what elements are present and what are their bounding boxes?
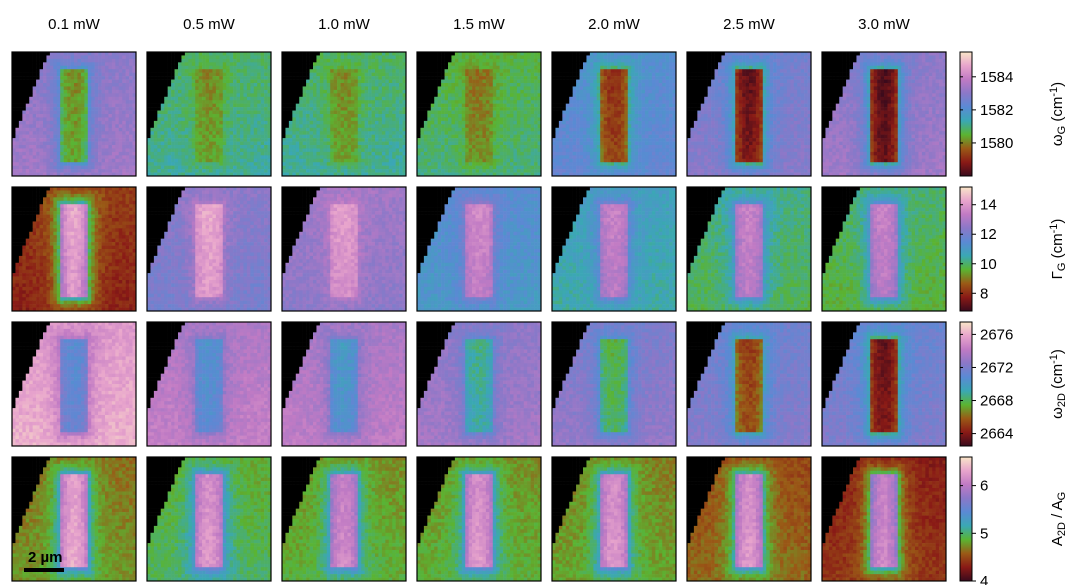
map-panel [822, 322, 946, 446]
map-panel [687, 322, 811, 446]
map-panel [417, 52, 541, 176]
colorbar-tick-label: 6 [980, 478, 988, 495]
map-panel [12, 52, 136, 176]
colorbar-tick-label: 4 [980, 573, 988, 585]
map-panel [822, 52, 946, 176]
column-title: 2.0 mW [588, 16, 641, 33]
map-panel [552, 187, 676, 311]
map-panel [687, 457, 811, 581]
map-panel [147, 52, 271, 176]
colorbar-tick-label: 1582 [980, 102, 1013, 119]
column-title: 2.5 mW [723, 16, 776, 33]
colorbar: 14 12 10 8 [960, 187, 997, 311]
map-panel [282, 322, 406, 446]
colorbar-tick-label: 5 [980, 525, 988, 542]
colorbar-gradient [960, 457, 972, 581]
map-panel [687, 187, 811, 311]
map-panel [552, 457, 676, 581]
colorbar-tick-label: 1580 [980, 135, 1013, 152]
map-panel [282, 52, 406, 176]
column-title: 0.1 mW [48, 16, 101, 33]
colorbar-gradient [960, 322, 972, 446]
scale-bar: 2 µm [24, 549, 64, 572]
scale-bar-line [24, 568, 64, 572]
colorbar: 1584 1582 1580 [960, 52, 1013, 176]
column-title: 3.0 mW [858, 16, 911, 33]
colorbar-tick-label: 1584 [980, 69, 1013, 86]
colorbar-tick-label: 8 [980, 285, 988, 302]
colorbar-tick-label: 12 [980, 226, 997, 243]
map-panel [282, 457, 406, 581]
column-title: 0.5 mW [183, 16, 236, 33]
map-panel [552, 52, 676, 176]
row-label: A2D / AG [1049, 492, 1068, 546]
map-panel [687, 52, 811, 176]
map-panels [12, 52, 946, 581]
colorbar-tick-label: 2672 [980, 359, 1013, 376]
column-title: 1.5 mW [453, 16, 506, 33]
map-panel [147, 322, 271, 446]
column-titles: 0.1 mW 0.5 mW 1.0 mW 1.5 mW 2.0 mW 2.5 mW 3.0 … [48, 16, 911, 33]
colorbar: 2676 2672 2668 2664 [960, 322, 1013, 446]
colorbar-gradient [960, 52, 972, 176]
map-panel [822, 187, 946, 311]
colorbar-tick-label: 10 [980, 256, 997, 273]
colorbar-tick-label: 2664 [980, 426, 1013, 443]
row-label: ωG (cm-1) [1048, 82, 1068, 146]
scale-bar-label: 2 µm [28, 549, 63, 566]
row-label: ΓG (cm-1) [1048, 219, 1068, 280]
colorbar-tick-label: 2668 [980, 393, 1013, 410]
map-panel [12, 187, 136, 311]
map-panel [282, 187, 406, 311]
row-labels: ωG (cm-1) ΓG (cm-1) ω2D (cm-1) A2D / AG [1048, 82, 1068, 546]
colorbar-tick-label: 2676 [980, 326, 1013, 343]
map-panel [417, 457, 541, 581]
map-panel [147, 187, 271, 311]
map-panel [822, 457, 946, 581]
colorbar-tick-label: 14 [980, 197, 997, 214]
map-panel [12, 322, 136, 446]
map-panel [417, 187, 541, 311]
map-panel [147, 457, 271, 581]
map-panel [552, 322, 676, 446]
colorbars: 1584 1582 1580 14 12 10 8 2676 2672 2668 2664 6 5 4 [960, 52, 1013, 585]
map-panel [417, 322, 541, 446]
column-title: 1.0 mW [318, 16, 371, 33]
colorbar-gradient [960, 187, 972, 311]
row-label: ω2D (cm-1) [1048, 349, 1068, 419]
colorbar: 6 5 4 [960, 457, 988, 585]
